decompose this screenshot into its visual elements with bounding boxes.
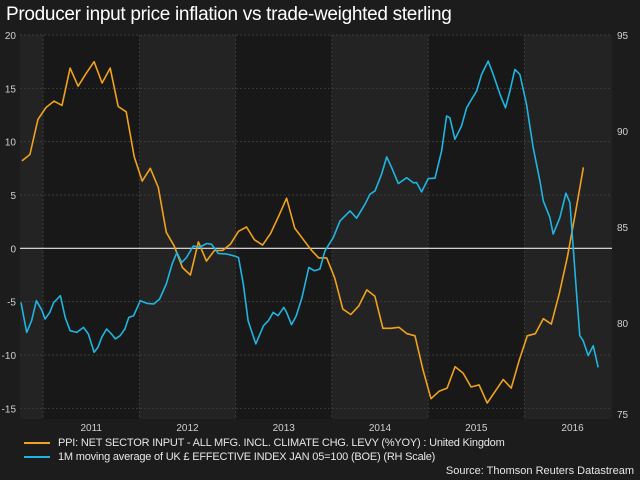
y-left-tick-label: -15 [2,404,17,415]
year-band [139,35,236,419]
chart-title: Producer input price inflation vs trade-… [6,4,452,25]
y-left-tick-label: 15 [5,84,17,95]
gridlines [20,34,612,419]
legend-swatch-blue [24,456,50,458]
year-band [43,35,140,419]
x-tick-label: 2013 [273,423,296,434]
series-line-ppi [21,60,585,404]
legend-label-sterling: 1M moving average of UK £ EFFECTIVE INDE… [58,451,436,463]
year-band [331,35,429,419]
year-band [235,35,332,419]
legend-item-sterling: 1M moving average of UK £ EFFECTIVE INDE… [24,451,435,463]
y-left-tick-label: 10 [5,138,17,149]
y-right-tick-label: 75 [617,410,629,421]
y-right-tick-label: 80 [617,319,629,330]
x-tick-label: 2016 [561,423,584,434]
year-band [20,35,44,419]
series-lines [20,60,599,404]
year-band [524,35,612,419]
y-left-tick-label: -5 [7,298,16,309]
x-tick-label: 2012 [176,423,199,434]
source-note: Source: Thomson Reuters Datastream [445,465,634,477]
x-tick-label: 2011 [80,423,102,434]
legend-label-ppi: PPI: NET SECTOR INPUT - ALL MFG. INCL. C… [58,437,505,449]
legend-item-ppi: PPI: NET SECTOR INPUT - ALL MFG. INCL. C… [24,437,505,449]
x-tick-label: 2015 [465,423,488,434]
y-left-tick-label: 0 [10,244,16,255]
x-tick-label: 2014 [369,423,392,434]
y-left-tick-label: 20 [5,31,17,42]
y-right-tick-label: 95 [617,31,629,42]
series-line-sterling [20,60,599,368]
legend-swatch-orange [24,442,50,444]
y-right-tick-label: 85 [617,223,629,234]
y-right-tick-label: 90 [617,127,629,138]
y-left-tick-label: 5 [10,191,16,202]
y-left-tick-label: -10 [2,351,17,362]
